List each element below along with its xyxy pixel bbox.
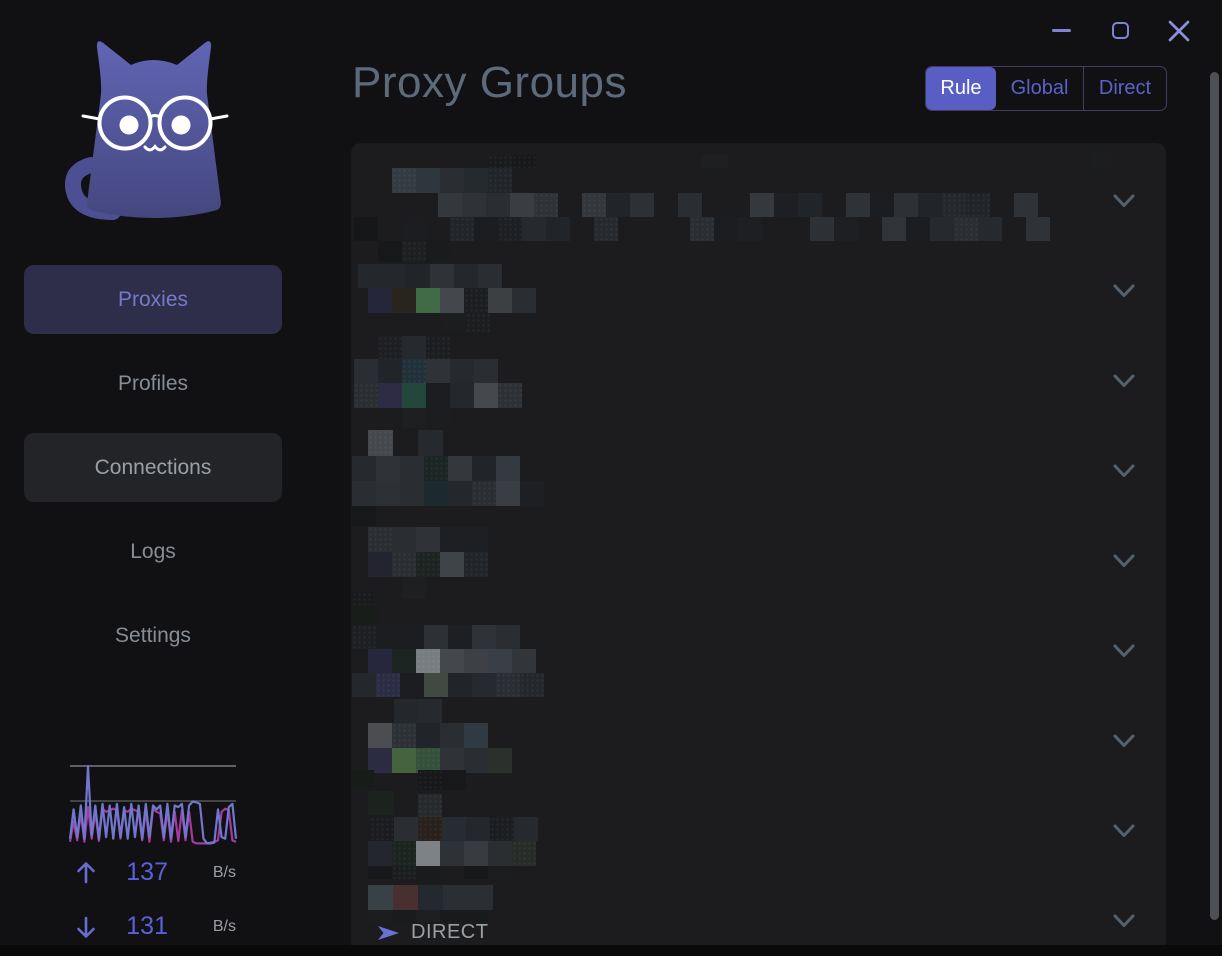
- download-stat: 131 B/s: [74, 912, 236, 941]
- maximize-button-icon[interactable]: [1112, 22, 1129, 39]
- sidebar-item-label: Logs: [130, 539, 176, 563]
- app-logo-cat-icon: [64, 41, 229, 220]
- upload-speed-unit: B/s: [212, 863, 236, 881]
- selected-proxy-label: DIRECT: [411, 921, 489, 943]
- traffic-graph: [68, 764, 238, 845]
- mode-button-direct[interactable]: Direct: [1083, 67, 1166, 110]
- chevron-down-icon[interactable]: [1112, 282, 1136, 300]
- sidebar-item-logs[interactable]: Logs: [24, 517, 282, 586]
- sidebar-item-label: Proxies: [117, 287, 189, 311]
- minimize-button-icon[interactable]: [1052, 29, 1071, 32]
- mode-button-rule[interactable]: Rule: [926, 67, 996, 110]
- mode-button-global[interactable]: Global: [1010, 77, 1069, 99]
- selected-proxy-direct-row[interactable]: DIRECT: [376, 921, 488, 944]
- window-bottom-edge: [0, 945, 1222, 956]
- sidebar-item-label: Profiles: [117, 371, 189, 395]
- chevron-down-icon[interactable]: [1112, 372, 1136, 390]
- upload-speed-value: 137: [126, 858, 168, 886]
- chevron-down-icon[interactable]: [1112, 822, 1136, 840]
- sidebar-item-proxies[interactable]: Proxies: [24, 265, 282, 334]
- chevron-down-icon[interactable]: [1112, 462, 1136, 480]
- sidebar-item-label: Connections: [94, 455, 212, 479]
- close-button-icon[interactable]: [1167, 19, 1191, 43]
- sidebar-item-connections[interactable]: Connections: [24, 433, 282, 502]
- scrollbar-thumb[interactable]: [1210, 72, 1219, 920]
- proxy-mode-switch: Rule Global Direct: [925, 66, 1167, 111]
- download-arrow-icon: [77, 916, 95, 938]
- chevron-down-icon[interactable]: [1112, 642, 1136, 660]
- upload-arrow-icon: [77, 861, 95, 883]
- chevron-down-icon[interactable]: [1112, 912, 1136, 930]
- download-speed-unit: B/s: [212, 917, 236, 935]
- upload-sparkline: [68, 764, 238, 845]
- proxy-groups-card: [351, 143, 1166, 945]
- chevron-down-icon[interactable]: [1112, 732, 1136, 750]
- sidebar-item-label: Settings: [115, 623, 191, 647]
- upload-stat: 137 B/s: [74, 858, 236, 887]
- chevron-down-icon[interactable]: [1112, 552, 1136, 570]
- sidebar-item-profiles[interactable]: Profiles: [24, 349, 282, 418]
- page-title: Proxy Groups: [352, 58, 627, 107]
- chevron-down-icon[interactable]: [1112, 192, 1136, 210]
- selected-proxy-arrow-icon: [378, 925, 399, 940]
- download-speed-value: 131: [126, 912, 168, 940]
- sidebar-item-settings[interactable]: Settings: [24, 601, 282, 670]
